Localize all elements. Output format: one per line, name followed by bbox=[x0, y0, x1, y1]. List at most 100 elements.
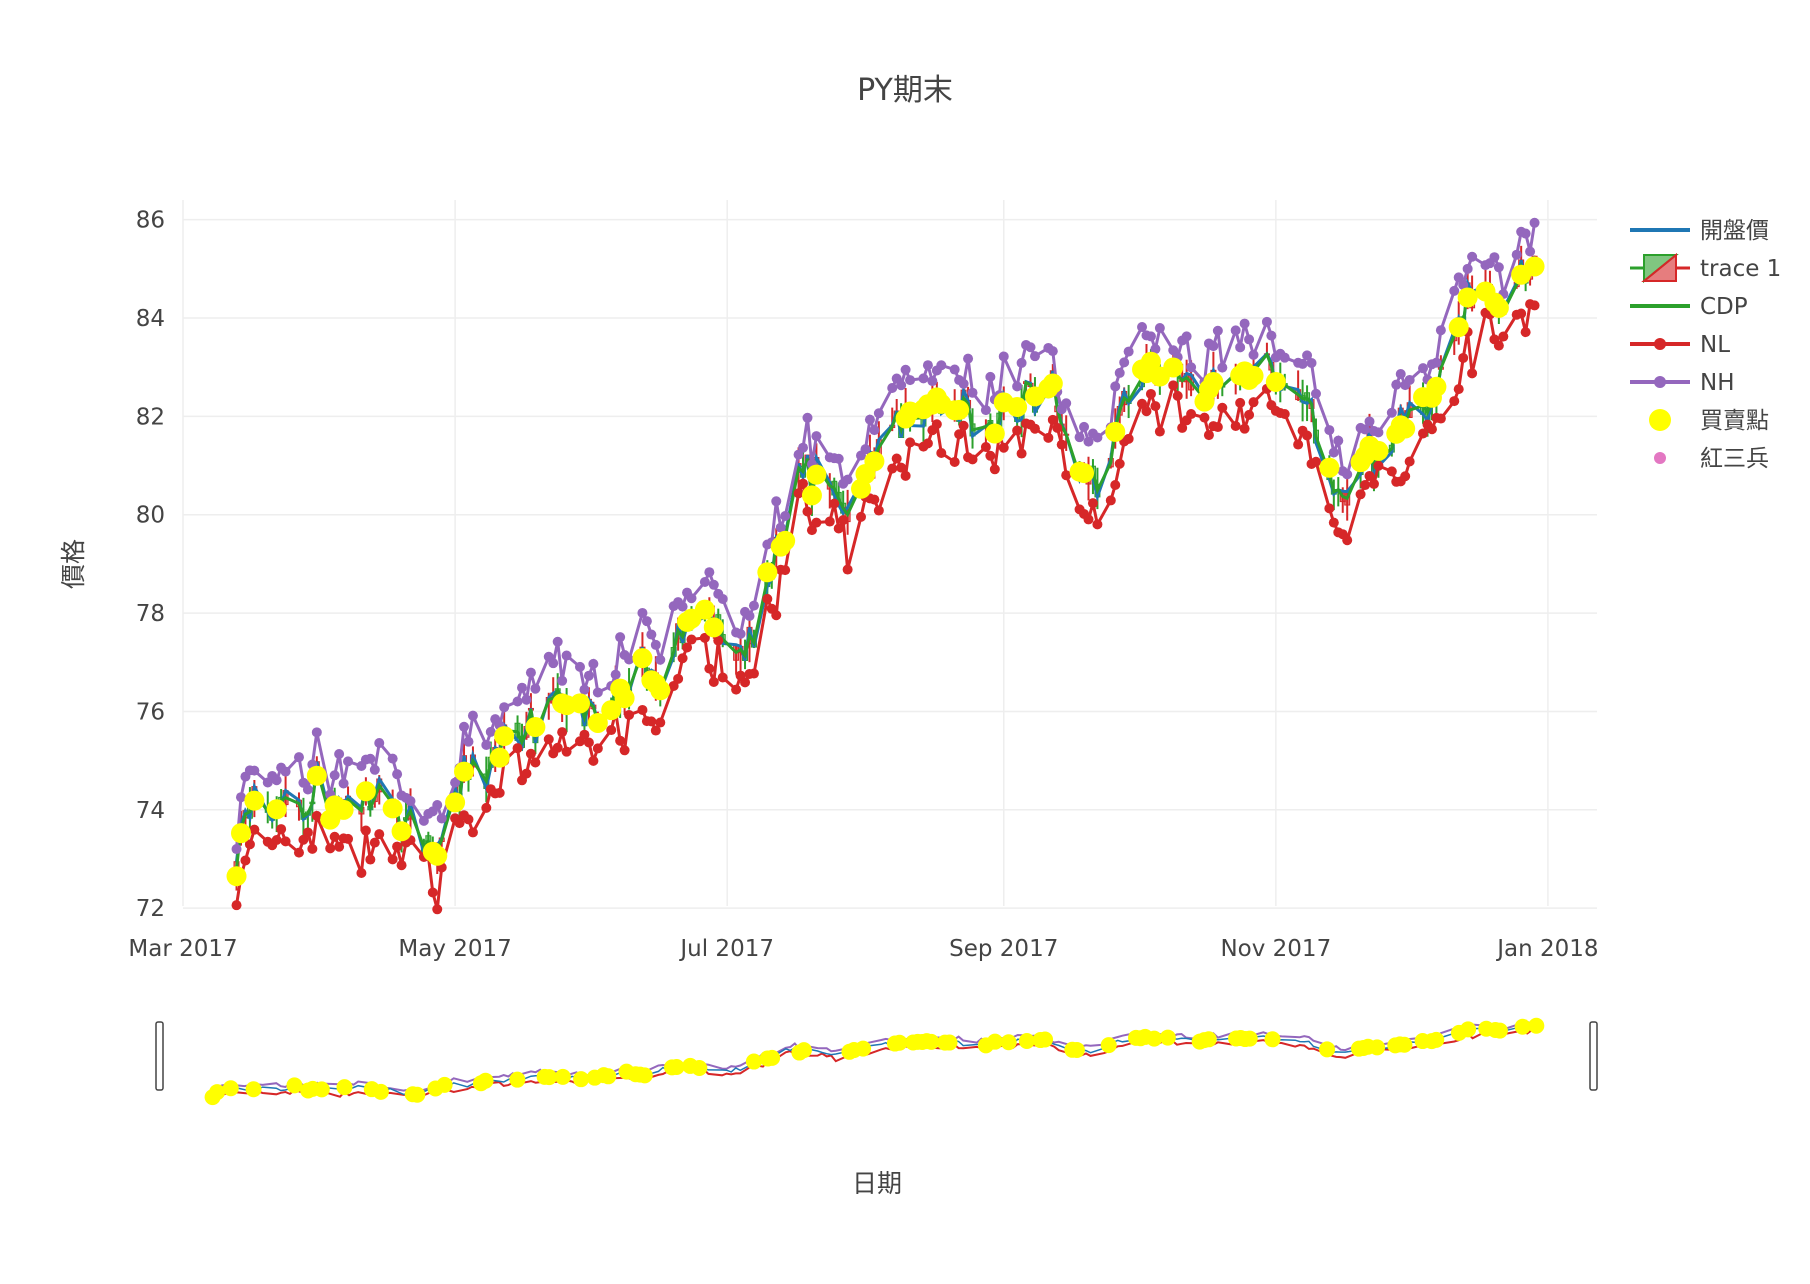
nl-point bbox=[838, 515, 849, 526]
nl-point bbox=[1400, 471, 1411, 482]
nh-point bbox=[900, 364, 911, 375]
nh-point bbox=[530, 683, 541, 694]
signal-point bbox=[391, 821, 412, 842]
x-tick-label: Nov 2017 bbox=[1220, 936, 1331, 962]
nh-point bbox=[1333, 435, 1344, 446]
signal-point bbox=[806, 464, 827, 485]
nh-point bbox=[641, 616, 652, 627]
nh-point bbox=[1092, 432, 1103, 443]
signal-point bbox=[949, 399, 970, 420]
nh-point bbox=[521, 694, 532, 705]
nh-point bbox=[949, 364, 960, 375]
slider-right-handle[interactable] bbox=[1589, 1021, 1598, 1091]
nl-point bbox=[1047, 414, 1058, 425]
legend-item[interactable]: NH bbox=[1630, 370, 1735, 396]
nl-point bbox=[771, 610, 782, 621]
nl-point bbox=[1498, 331, 1509, 342]
nl-point bbox=[481, 802, 492, 813]
nl-point bbox=[1467, 368, 1478, 379]
nh-point bbox=[1302, 350, 1313, 361]
nh-point bbox=[958, 378, 969, 389]
signal-point bbox=[454, 761, 475, 782]
nl-point bbox=[369, 837, 380, 848]
nl-point bbox=[343, 833, 354, 844]
signal-point bbox=[525, 717, 546, 738]
legend-item[interactable]: 紅三兵 bbox=[1654, 446, 1769, 472]
nl-point bbox=[293, 847, 304, 858]
nh-point bbox=[927, 376, 938, 387]
nh-point bbox=[833, 453, 844, 464]
nl-point bbox=[579, 729, 590, 740]
nl-point bbox=[811, 517, 822, 528]
nl-point bbox=[396, 860, 407, 871]
slider-signal-point bbox=[986, 1033, 1003, 1050]
nl-point bbox=[980, 442, 991, 453]
legend-item[interactable]: CDP bbox=[1630, 294, 1748, 320]
signal-point bbox=[587, 712, 608, 733]
nh-point bbox=[1235, 342, 1246, 353]
nl-point bbox=[1239, 423, 1250, 434]
nh-point bbox=[1364, 416, 1375, 427]
nl-point bbox=[311, 810, 322, 821]
nl-point bbox=[762, 593, 773, 604]
legend-item[interactable]: 買賣點 bbox=[1649, 408, 1769, 434]
nl-point bbox=[583, 737, 594, 748]
nl-point bbox=[1105, 495, 1116, 506]
signal-point bbox=[569, 693, 590, 714]
nl-point bbox=[463, 814, 474, 825]
nh-point bbox=[864, 414, 875, 425]
nl-point bbox=[1435, 413, 1446, 424]
slider-signal-point bbox=[1100, 1037, 1117, 1054]
nh-point bbox=[1435, 325, 1446, 336]
legend-swatch-marker bbox=[1654, 376, 1666, 388]
nl-point bbox=[624, 709, 635, 720]
legend-item[interactable]: NL bbox=[1630, 332, 1730, 358]
nh-point bbox=[1025, 342, 1036, 353]
nh-point bbox=[646, 629, 657, 640]
signal-markers bbox=[226, 256, 1545, 887]
nl-point bbox=[1418, 428, 1429, 439]
nh-point bbox=[387, 753, 398, 764]
signal-point bbox=[244, 790, 265, 811]
nh-point bbox=[1493, 262, 1504, 273]
nh-point bbox=[699, 576, 710, 587]
range-slider[interactable] bbox=[155, 1017, 1598, 1106]
nh-line bbox=[235, 222, 1537, 850]
nh-point bbox=[686, 593, 697, 604]
nl-point bbox=[954, 429, 965, 440]
nh-point bbox=[873, 408, 884, 419]
nh-point bbox=[392, 769, 403, 780]
slider-signal-point bbox=[795, 1042, 812, 1059]
nl-point bbox=[1310, 456, 1321, 467]
nl-point bbox=[1244, 409, 1255, 420]
signal-point bbox=[1042, 373, 1063, 394]
legend-item[interactable]: trace 1 bbox=[1630, 252, 1781, 284]
nh-point bbox=[1529, 217, 1540, 228]
signal-point bbox=[266, 799, 287, 820]
nl-point bbox=[1355, 489, 1366, 500]
nl-point bbox=[1012, 425, 1023, 436]
nl-point bbox=[1342, 535, 1353, 546]
nh-point bbox=[1328, 447, 1339, 458]
slider-left-handle[interactable] bbox=[155, 1021, 164, 1091]
nl-point bbox=[1092, 519, 1103, 530]
nl-point bbox=[1360, 480, 1371, 491]
nl-point bbox=[1324, 503, 1335, 514]
nh-point bbox=[748, 600, 759, 611]
nh-point bbox=[329, 770, 340, 781]
nl-point bbox=[1052, 422, 1063, 433]
legend-item[interactable]: 開盤價 bbox=[1630, 218, 1769, 244]
nl-point bbox=[619, 745, 630, 756]
nl-point bbox=[1426, 424, 1437, 435]
nl-point bbox=[1061, 470, 1072, 481]
nh-point bbox=[1012, 381, 1023, 392]
nh-point bbox=[1391, 379, 1402, 390]
nh-point bbox=[1360, 424, 1371, 435]
signal-point bbox=[801, 485, 822, 506]
nh-point bbox=[1016, 357, 1027, 368]
nh-point bbox=[677, 601, 688, 612]
nh-point bbox=[432, 800, 443, 811]
nl-point bbox=[1364, 470, 1375, 481]
slider-signal-point bbox=[436, 1076, 453, 1093]
